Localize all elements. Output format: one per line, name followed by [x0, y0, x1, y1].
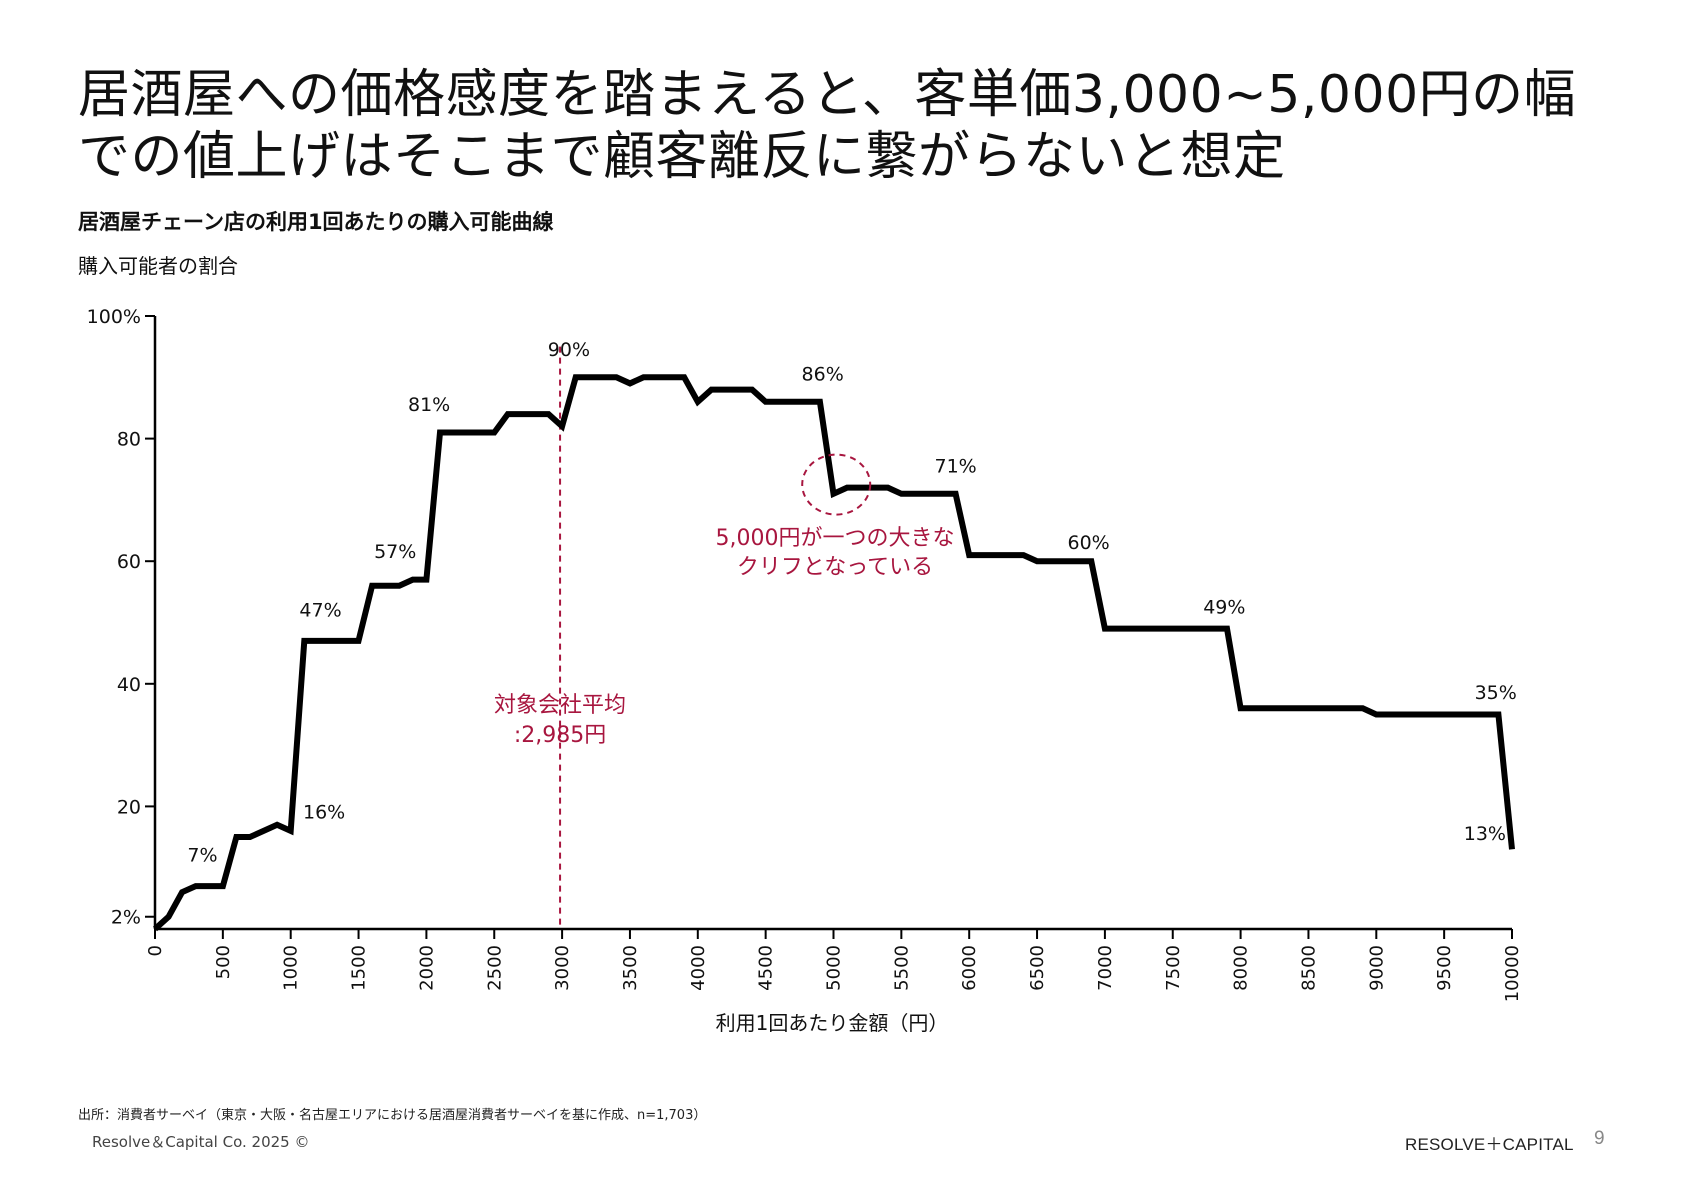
page-title: 居酒屋への価格感度を踏まえると、客単価3,000~5,000円の幅での値上げはそ…	[78, 65, 1577, 187]
x-tick-label: 1000	[281, 945, 302, 991]
x-tick-label: 0	[145, 945, 166, 956]
x-tick-label: 4000	[688, 945, 709, 991]
reference-line-value: :2,985円	[514, 723, 606, 748]
data-label: 47%	[299, 599, 341, 621]
data-label: 16%	[303, 802, 345, 824]
data-label: 60%	[1067, 532, 1109, 554]
source-note: 出所：消費者サーベイ（東京・大阪・名古屋エリアにおける居酒屋消費者サーベイを基に…	[78, 1108, 707, 1123]
x-tick-label: 9500	[1434, 945, 1455, 991]
chart-title: 居酒屋チェーン店の利用1回あたりの購入可能曲線	[78, 210, 554, 234]
x-tick-label: 2000	[416, 945, 437, 991]
chart-ticks: 2% 20 40 60 80 100% 0 500 1000 1500 2000 2500 3000 35…	[87, 306, 1523, 1002]
chart-axes	[153, 316, 1512, 931]
x-tick-label: 6000	[959, 945, 980, 991]
data-label: 7%	[187, 845, 217, 867]
y-tick-label: 2%	[111, 907, 141, 929]
brand-logo: RESOLVE＋CAPITAL	[1405, 1135, 1574, 1154]
x-tick-label: 1500	[349, 945, 370, 991]
y-tick-label: 60	[117, 551, 141, 573]
x-tick-label: 3500	[620, 945, 641, 991]
copyright: Resolve＆Capital Co. 2025 ©	[92, 1133, 310, 1151]
x-tick-label: 500	[213, 945, 234, 979]
x-tick-label: 7000	[1095, 945, 1116, 991]
x-axis-title: 利用1回あたり金額（円）	[716, 1011, 949, 1035]
x-tick-label: 5000	[824, 945, 845, 991]
data-label: 13%	[1464, 823, 1506, 845]
reference-line-label: 対象会社平均	[494, 693, 626, 718]
cliff-highlight-circle	[801, 453, 872, 516]
x-tick-label: 6500	[1027, 945, 1048, 991]
y-tick-label: 100%	[87, 306, 141, 328]
cliff-annotation-line1: 5,000円が一つの大きな	[716, 526, 955, 551]
y-axis-title: 購入可能者の割合	[78, 254, 238, 278]
x-tick-label: 9000	[1366, 945, 1387, 991]
chart-series	[152, 374, 1515, 932]
y-tick-label: 80	[117, 429, 141, 451]
x-tick-label: 5500	[891, 945, 912, 991]
series-line	[152, 374, 1515, 932]
x-tick-label: 8000	[1231, 945, 1252, 991]
data-label: 81%	[408, 394, 450, 416]
chart-data-labels: 7% 16% 47% 57% 81% 90% 86% 71% 60% 49% 35% 13%	[187, 339, 1516, 867]
x-tick-label: 3000	[552, 945, 573, 991]
data-label: 86%	[802, 363, 844, 385]
data-label: 71%	[935, 455, 977, 477]
data-label: 90%	[548, 339, 590, 361]
reference-line-group: 対象会社平均 :2,985円	[494, 346, 626, 929]
cliff-annotation-line2: クリフとなっている	[737, 555, 933, 580]
data-label: 49%	[1203, 596, 1245, 618]
y-tick-label: 40	[117, 674, 141, 696]
page-number: 9	[1594, 1128, 1605, 1149]
x-tick-label: 8500	[1298, 945, 1319, 991]
x-tick-label: 4500	[756, 945, 777, 991]
data-label: 57%	[374, 541, 416, 563]
data-label: 35%	[1475, 682, 1517, 704]
x-tick-label: 10000	[1502, 945, 1523, 1002]
x-tick-label: 7500	[1163, 945, 1184, 991]
x-tick-label: 2500	[484, 945, 505, 991]
y-tick-label: 20	[117, 796, 141, 818]
